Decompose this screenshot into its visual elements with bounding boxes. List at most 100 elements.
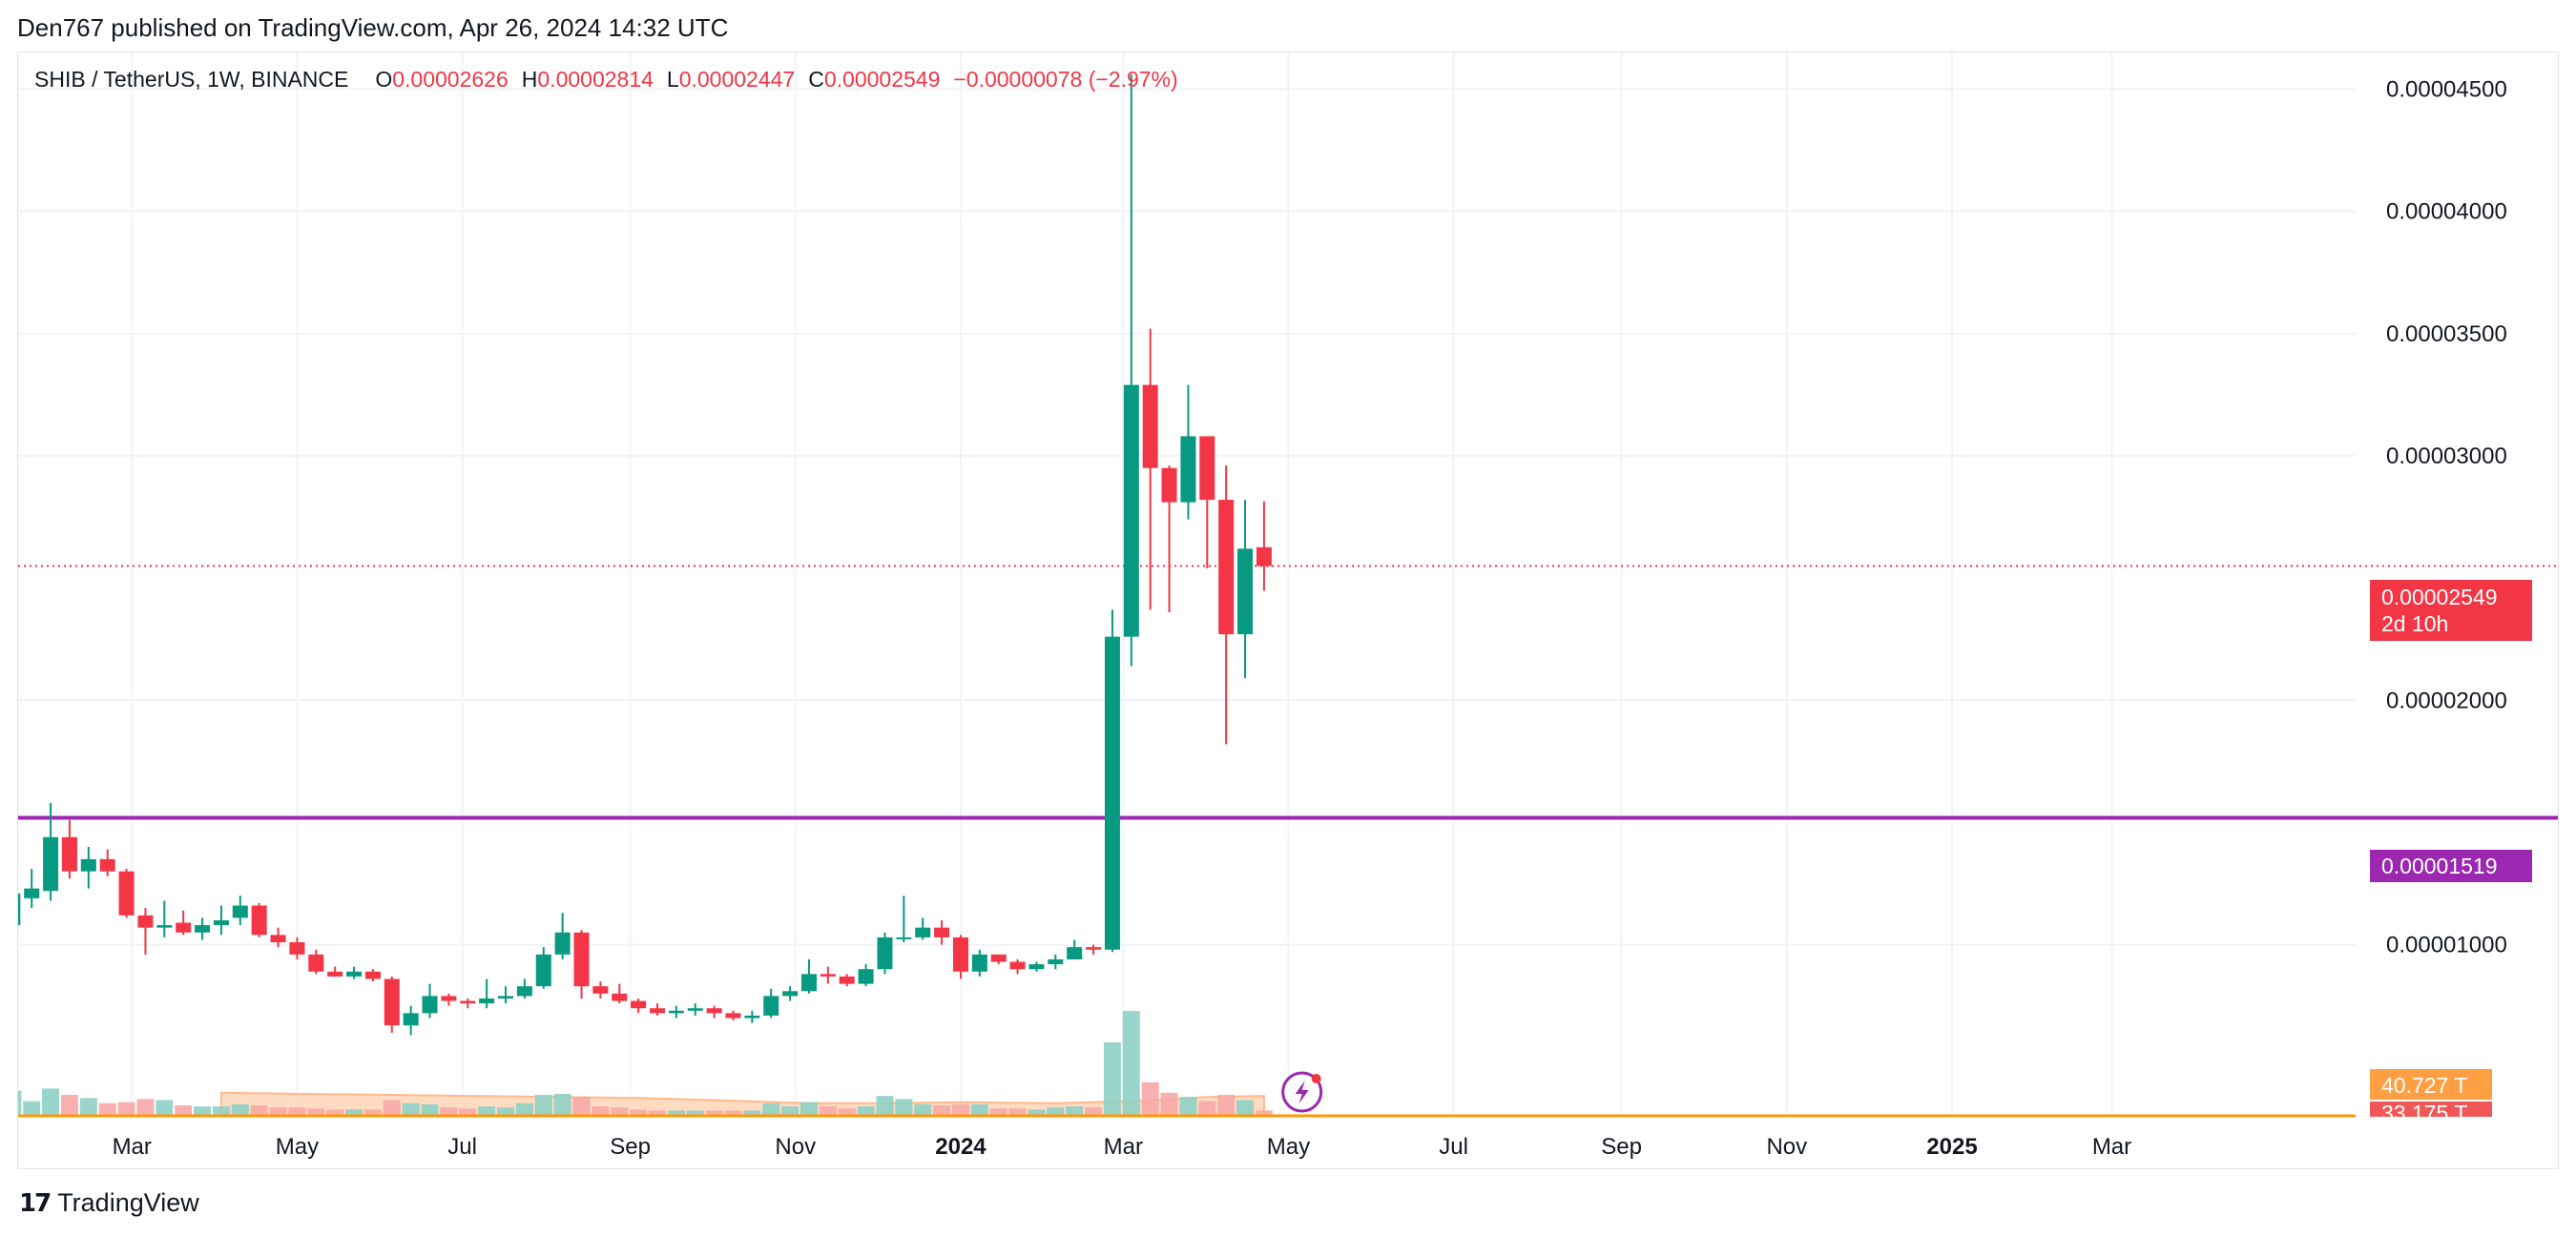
volume-bar: [60, 1095, 78, 1116]
candle-body: [649, 1008, 665, 1014]
volume-bar: [895, 1099, 913, 1116]
candle-body: [1009, 961, 1026, 970]
candle-body: [1161, 467, 1177, 503]
volume-bar: [630, 1109, 648, 1116]
y-tick-label: 0.00003500: [2386, 321, 2507, 347]
candle-body: [403, 1013, 419, 1026]
y-tick-label: 0.00004000: [2386, 199, 2507, 225]
volume-bar: [156, 1100, 174, 1116]
x-tick-label: Mar: [113, 1134, 152, 1160]
volume-bar: [1122, 1011, 1140, 1116]
x-tick-label: May: [1267, 1134, 1310, 1160]
open-value: 0.00002626: [392, 67, 509, 92]
candle-body: [1180, 436, 1196, 503]
x-tick-label: Nov: [775, 1134, 816, 1160]
candle-body: [858, 969, 874, 984]
candle-body: [61, 836, 77, 872]
volume-bar: [421, 1103, 439, 1116]
x-tick-label: Jul: [1439, 1134, 1468, 1160]
y-tick-label: 0.00003000: [2386, 443, 2507, 469]
x-tick-label: Mar: [1104, 1134, 1143, 1160]
low-label: L: [666, 67, 679, 92]
chart-panel[interactable]: 0.00001000 0.00002000 0.00003000 0.00003500…: [17, 52, 2559, 1169]
volume-bar: [648, 1110, 666, 1116]
x-tick-label: Sep: [1601, 1134, 1642, 1160]
candle-body: [573, 932, 590, 987]
volume-bar: [231, 1103, 249, 1116]
volume-bar: [42, 1088, 60, 1116]
candle-body: [18, 893, 21, 926]
last-price-value: 0.00002549: [2381, 585, 2498, 609]
candle-body: [1218, 500, 1235, 635]
candle-body: [1256, 546, 1272, 566]
candle-body: [934, 927, 950, 937]
volume-bar: [1141, 1082, 1159, 1116]
candle-body: [80, 858, 96, 872]
volume-bar: [515, 1102, 533, 1116]
candle-body: [270, 935, 286, 943]
bar-countdown: 2d 10h: [2381, 611, 2449, 636]
volume-bar: [440, 1107, 458, 1116]
volume-bar: [857, 1106, 875, 1116]
volume-bar: [98, 1102, 116, 1116]
volume-bar: [989, 1108, 1008, 1116]
volume-bar: [743, 1110, 761, 1116]
volume-bar: [18, 1090, 22, 1116]
candle-body: [43, 836, 59, 892]
candle-body: [725, 1013, 741, 1019]
candle-body: [612, 993, 628, 1001]
volume-bar: [838, 1108, 856, 1116]
open-label: O: [375, 67, 393, 92]
volume-bar: [951, 1103, 969, 1116]
volume-bar: [876, 1096, 894, 1116]
volume-bar: [611, 1107, 629, 1116]
tradingview-logo[interactable]: 17 TradingView: [19, 1188, 199, 1218]
x-tick-label: Sep: [610, 1134, 651, 1160]
candle-body: [195, 925, 211, 933]
volume-bar: [364, 1109, 382, 1116]
volume-bar: [781, 1106, 800, 1116]
x-tick-label: 2025: [1926, 1134, 1977, 1160]
candle-body: [232, 905, 248, 918]
price-chart[interactable]: 0.00001000 0.00002000 0.00003000 0.00003500…: [18, 52, 2559, 1169]
volume-badge-1: 40.727 T: [2370, 1069, 2492, 1100]
volume-bar: [288, 1107, 306, 1116]
candle-body: [990, 954, 1007, 962]
publish-line: Den767 published on TradingView.com, Apr…: [17, 13, 729, 42]
volume-bar: [534, 1095, 552, 1116]
close-value: 0.00002549: [823, 67, 941, 92]
candle-body: [896, 937, 912, 939]
x-tick-label: Mar: [2092, 1134, 2131, 1160]
y-tick-label: 0.00001000: [2386, 933, 2507, 958]
candle-body: [971, 954, 987, 972]
candle-body: [744, 1015, 760, 1019]
candle-body: [516, 986, 532, 997]
volume-bar: [307, 1108, 325, 1116]
x-tick-label: 2024: [935, 1134, 987, 1160]
symbol-name[interactable]: SHIB / TetherUS, 1W, BINANCE: [34, 67, 349, 92]
volume-bar: [478, 1106, 496, 1116]
x-tick-label: Jul: [447, 1134, 477, 1160]
close-label: C: [808, 67, 824, 92]
volume-badge-2: 33.175 T: [2370, 1102, 2492, 1117]
volume-bar: [592, 1106, 610, 1116]
candle-body: [176, 922, 192, 933]
candle-body: [915, 927, 931, 937]
volume-bar: [914, 1103, 932, 1116]
candle-body: [877, 937, 893, 970]
volume-bar: [269, 1107, 287, 1116]
candle-body: [384, 978, 400, 1026]
volume-bar: [572, 1097, 591, 1116]
volume-bar: [1217, 1095, 1236, 1116]
level-price-badge: 0.00001519: [2370, 850, 2532, 882]
volume-bar: [23, 1101, 41, 1116]
volume-bar: [79, 1098, 97, 1116]
candle-body: [1237, 548, 1254, 635]
lightning-icon: [1295, 1081, 1309, 1103]
volume-bar: [459, 1108, 477, 1116]
candle-body: [327, 971, 343, 977]
candle-body: [1199, 436, 1215, 501]
x-tick-label: Nov: [1766, 1134, 1807, 1160]
x-tick-label: May: [276, 1134, 319, 1160]
candle-body: [952, 937, 968, 972]
